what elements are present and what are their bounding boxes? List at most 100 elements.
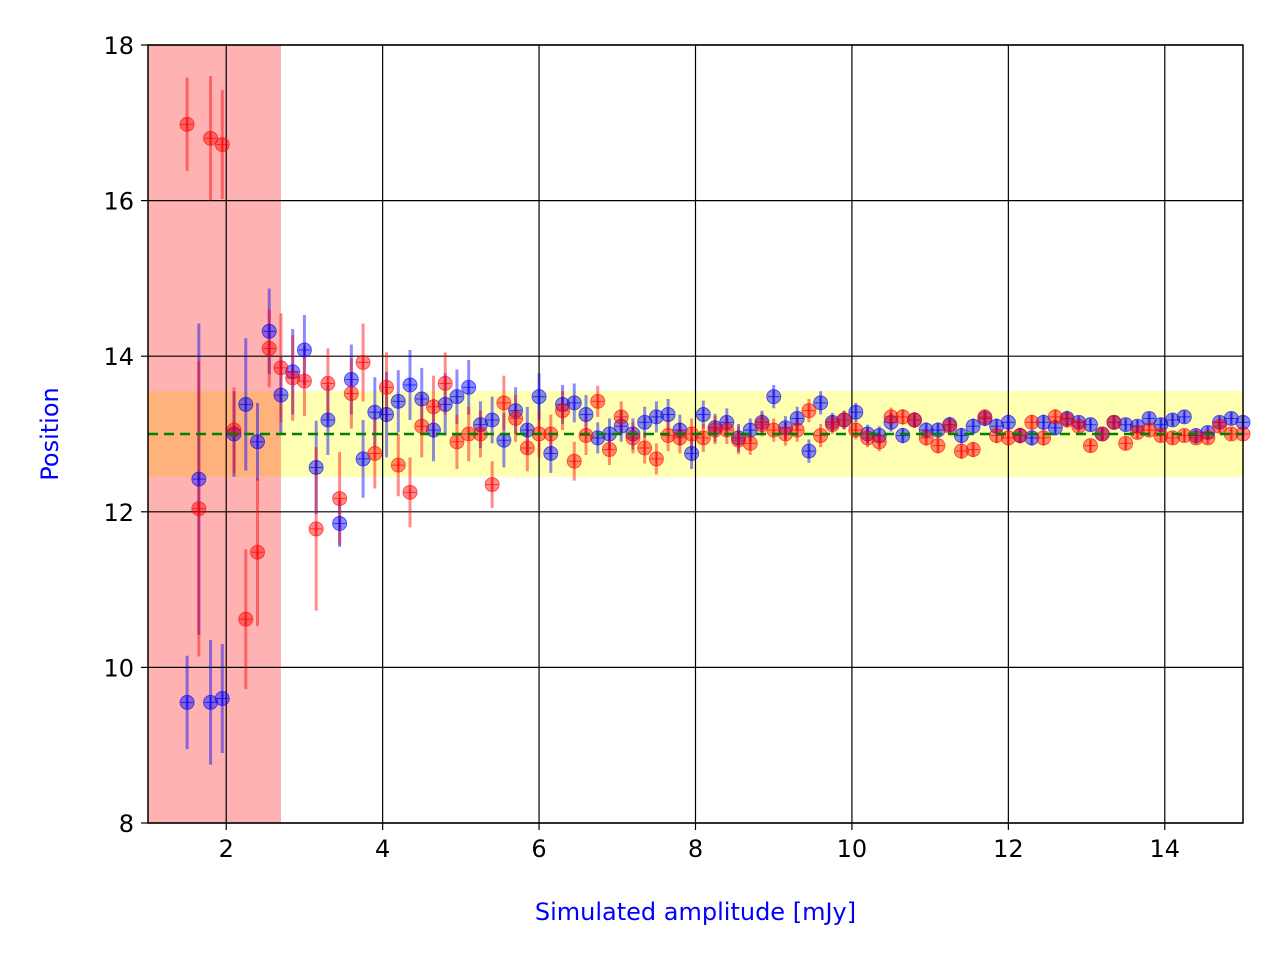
blue-point (179, 694, 195, 710)
red-point (332, 491, 348, 507)
red-point (390, 457, 406, 473)
red-point (203, 130, 219, 146)
red-point (261, 340, 277, 356)
blue-point (273, 387, 289, 403)
blue-point (332, 515, 348, 531)
red-point (590, 393, 606, 409)
blue-point (238, 396, 254, 412)
blue-point (496, 432, 512, 448)
blue-point (965, 418, 981, 434)
blue-point (367, 404, 383, 420)
red-point (343, 386, 359, 402)
red-point (179, 116, 195, 132)
blue-point (203, 694, 219, 710)
red-point (965, 442, 981, 458)
red-point (519, 440, 535, 456)
red-point (508, 410, 524, 426)
blue-point (214, 691, 230, 707)
red-point (1106, 414, 1122, 430)
red-point (566, 453, 582, 469)
blue-point (320, 412, 336, 428)
red-point (813, 428, 829, 444)
red-point (1071, 418, 1087, 434)
red-point (930, 438, 946, 454)
data-points (179, 116, 1251, 710)
red-point (191, 501, 207, 517)
red-point (613, 409, 629, 425)
blue-point (590, 430, 606, 446)
blue-point (578, 407, 594, 423)
blue-point (414, 391, 430, 407)
blue-point (461, 379, 477, 395)
blue-point (1165, 412, 1181, 428)
red-point (660, 428, 676, 444)
blue-point (250, 434, 265, 450)
blue-point (355, 451, 371, 467)
blue-point (531, 389, 547, 405)
y-tick-label: 12 (103, 499, 134, 527)
red-point (379, 379, 395, 395)
blue-point (379, 407, 395, 423)
blue-point (1141, 410, 1157, 426)
red-point (555, 403, 571, 419)
red-point (1153, 428, 1169, 444)
blue-point (895, 428, 911, 444)
red-point (1082, 438, 1098, 454)
y-tick-label: 10 (103, 654, 134, 682)
x-tick-label: 12 (993, 835, 1024, 863)
red-point (907, 412, 922, 428)
blue-point (296, 342, 312, 358)
red-point (977, 409, 993, 425)
blue-point (684, 445, 700, 461)
red-point (484, 477, 500, 493)
y-tick-label: 14 (103, 343, 134, 371)
red-point (989, 428, 1005, 444)
red-point (731, 432, 747, 448)
red-point (250, 544, 265, 560)
blue-point (402, 377, 418, 393)
red-point (1118, 435, 1134, 451)
blue-point (449, 389, 465, 405)
blue-point (953, 428, 969, 444)
red-point (1047, 409, 1063, 425)
red-point (637, 440, 653, 456)
y-tick-label: 8 (119, 810, 134, 838)
red-point (1012, 428, 1028, 444)
blue-point (813, 395, 829, 411)
blue-point (1082, 417, 1098, 433)
blue-point (343, 372, 359, 388)
red-point (496, 395, 512, 411)
blue-point (695, 407, 711, 423)
red-point (871, 434, 887, 450)
red-point (308, 521, 324, 537)
blue-point (484, 412, 500, 428)
x-tick-label: 6 (531, 835, 546, 863)
blue-point (308, 459, 324, 475)
red-point (601, 442, 617, 458)
red-point (1212, 418, 1228, 434)
red-point (414, 418, 430, 434)
axis-ticks: 2 4 6 8 10 12 14 8 10 12 14 16 18 (103, 32, 1180, 863)
blue-point (1223, 410, 1239, 426)
blue-point (637, 414, 653, 430)
y-tick-label: 18 (103, 32, 134, 60)
red-point (1059, 412, 1075, 428)
red-point (895, 409, 911, 425)
red-point (942, 418, 958, 434)
blue-point (437, 396, 453, 412)
blue-point (789, 410, 805, 426)
red-point (578, 428, 594, 444)
red-point (285, 370, 301, 386)
red-point (648, 451, 664, 467)
blue-point (191, 471, 207, 487)
y-tick-label: 16 (103, 188, 134, 216)
red-point (273, 360, 289, 376)
blue-point (261, 323, 277, 339)
red-point (1176, 428, 1192, 444)
blue-point (566, 395, 582, 411)
red-point (953, 443, 969, 459)
red-point (1129, 424, 1145, 440)
red-point (320, 375, 336, 391)
blue-point (660, 407, 676, 423)
